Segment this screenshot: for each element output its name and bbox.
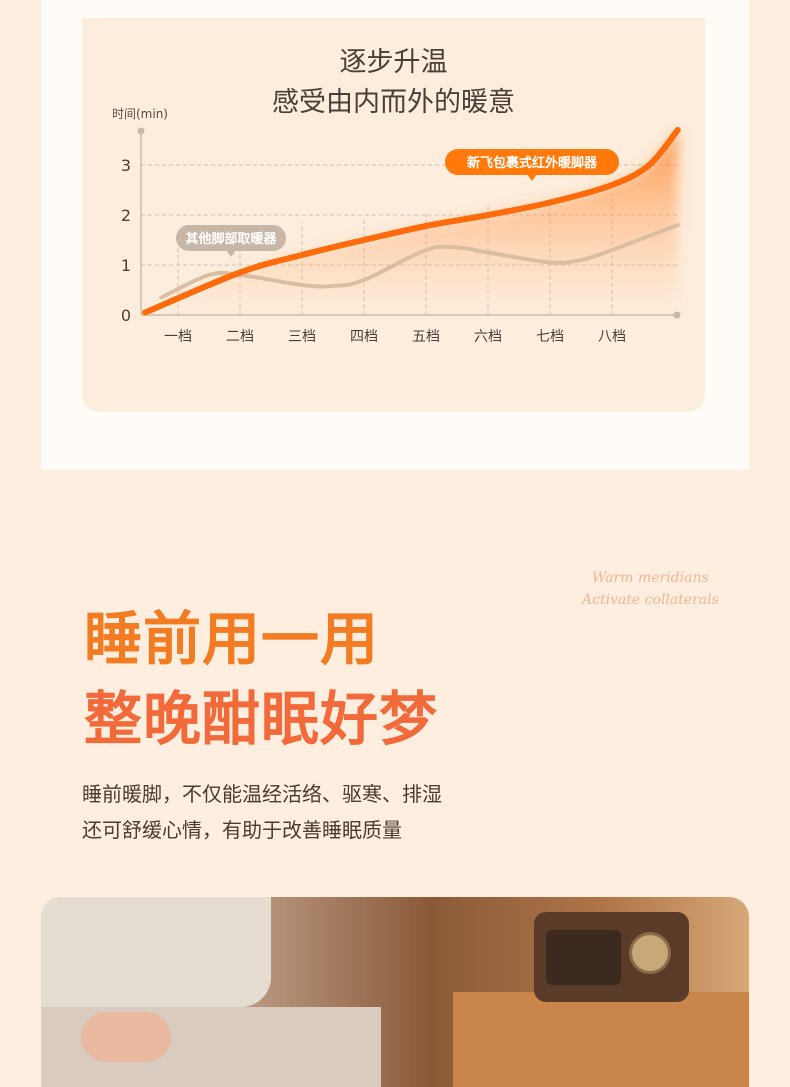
legend-label-other-warmers-pointer xyxy=(226,250,236,257)
line-chart: 0 1 2 3 一档 二档 三档 四档 五档 六档 七档 八档 其他脚部取暖器 新飞包裹式红外暖脚器 时… xyxy=(112,107,681,345)
x-tick-label: 一档 xyxy=(164,329,192,345)
radio-speaker xyxy=(546,930,621,985)
y-tick-label: 1 xyxy=(121,256,131,275)
chart-title-line1: 逐步升温 xyxy=(339,47,448,78)
y-tick-label: 2 xyxy=(121,206,131,225)
english-tagline-1: Warm meridians xyxy=(592,570,709,586)
nightstand xyxy=(453,992,749,1087)
y-axis-end xyxy=(137,127,145,135)
chart-title-line2: 感受由内而外的暖意 xyxy=(272,87,515,118)
radio xyxy=(534,912,689,1002)
series-glow xyxy=(145,130,678,315)
radio-dial-icon xyxy=(629,932,671,974)
x-tick-label: 三档 xyxy=(288,329,316,345)
legend-label-xinfei-bubble xyxy=(445,149,619,175)
x-tick-label: 六档 xyxy=(474,329,502,345)
x-tick-label: 五档 xyxy=(412,329,440,345)
legend-label-other-warmers: 其他脚部取暖器 xyxy=(185,231,277,247)
english-tagline-2: Activate collaterals xyxy=(582,592,719,608)
hand xyxy=(81,1012,171,1062)
description-line-2: 还可舒缓心情，有助于改善睡眠质量 xyxy=(82,818,402,842)
bedroom-photo xyxy=(41,897,749,1087)
y-axis-label: 时间(min) xyxy=(112,107,168,121)
headline-1: 睡前用一用 xyxy=(84,605,380,673)
legend-label-xinfei: 新飞包裹式红外暖脚器 xyxy=(467,155,598,171)
y-tick-label: 0 xyxy=(121,306,131,325)
legend-label-other-warmers-bubble xyxy=(176,225,286,251)
x-tick-label: 八档 xyxy=(598,329,626,345)
series-line-xinfei xyxy=(142,127,681,316)
x-tick-label: 七档 xyxy=(536,329,564,345)
x-tick-label: 四档 xyxy=(350,329,378,345)
y-tick-label: 3 xyxy=(121,156,131,175)
x-tick-label: 二档 xyxy=(226,329,254,345)
description-line-1: 睡前暖脚，不仅能温经活络、驱寒、排湿 xyxy=(82,782,442,806)
pillow xyxy=(41,897,271,1007)
legend-label-xinfei-pointer xyxy=(527,174,537,181)
headline-2: 整晚酣眠好梦 xyxy=(84,685,439,753)
